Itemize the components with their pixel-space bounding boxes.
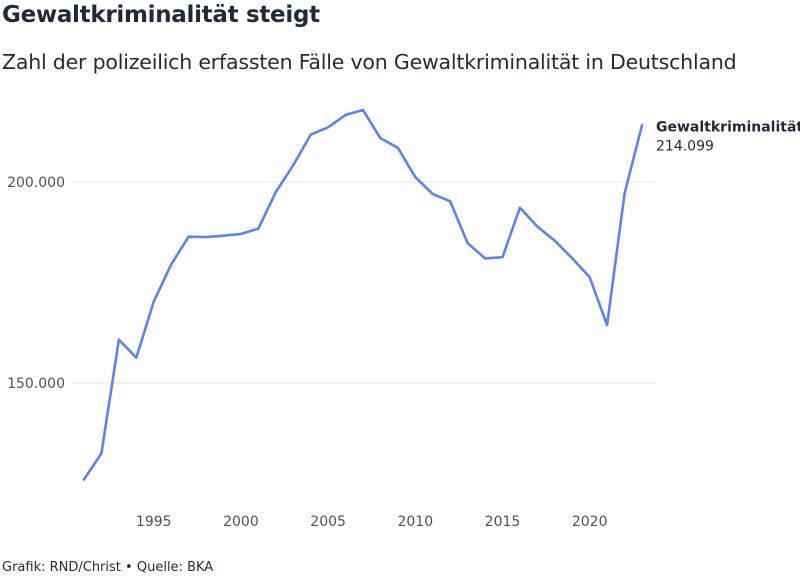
x-tick-label: 2010 [397, 514, 433, 530]
x-axis-ticks: 1995 2000 2005 2010 2015 2020 [136, 514, 608, 530]
data-point [273, 190, 278, 195]
data-point [291, 163, 296, 168]
data-point [413, 175, 418, 180]
series-line [82, 108, 644, 481]
data-point [361, 108, 366, 113]
data-point [483, 256, 488, 261]
data-point [343, 112, 348, 117]
data-point [99, 451, 104, 456]
chart-title: Gewaltkriminalität steigt [2, 2, 320, 28]
y-axis-ticks: 150.000 200.000 [7, 175, 65, 392]
data-point [169, 262, 174, 267]
y-tick-label: 150.000 [7, 376, 65, 392]
data-point [587, 275, 592, 280]
x-tick-label: 2020 [572, 514, 608, 530]
series-end-label-name: Gewaltkriminalität [656, 119, 800, 135]
data-point [204, 235, 209, 240]
data-point [186, 234, 191, 239]
data-point [430, 192, 435, 197]
data-point [517, 205, 522, 210]
data-point [535, 224, 540, 229]
data-point [570, 256, 575, 261]
data-point [395, 145, 400, 150]
series-end-label-value: 214.099 [656, 138, 714, 154]
gridlines [70, 181, 656, 384]
data-point [326, 125, 331, 130]
data-point [116, 337, 121, 342]
data-point [151, 299, 156, 304]
data-point [238, 231, 243, 236]
x-tick-label: 2000 [223, 514, 259, 530]
y-tick-label: 200.000 [7, 175, 65, 191]
data-point [448, 199, 453, 204]
data-point [82, 477, 87, 482]
data-point [622, 191, 627, 196]
data-point [552, 238, 557, 243]
series-layer [82, 108, 645, 482]
footer: Grafik: RND/Christ • Quelle: BKA [2, 560, 213, 575]
data-point [465, 241, 470, 246]
data-point [221, 233, 226, 238]
data-point [500, 255, 505, 260]
data-point [640, 123, 645, 128]
data-point [605, 323, 610, 328]
data-point [308, 132, 313, 137]
x-tick-label: 1995 [136, 514, 172, 530]
x-tick-label: 2005 [310, 514, 346, 530]
footer-credit: Grafik: RND/Christ [2, 560, 121, 575]
chart-subtitle: Zahl der polizeilich erfassten Fälle von… [2, 50, 737, 74]
data-point [256, 226, 261, 231]
data-point [134, 355, 139, 360]
end-labels: Gewaltkriminalität 214.099 [656, 119, 800, 154]
x-tick-label: 2015 [485, 514, 521, 530]
footer-source: Quelle: BKA [136, 560, 214, 575]
footer-separator: • [125, 560, 133, 575]
data-point [378, 136, 383, 141]
